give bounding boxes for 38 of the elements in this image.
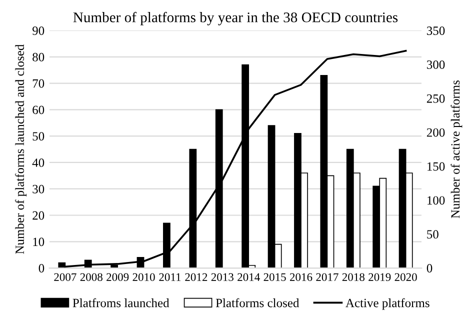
x-tick-label: 2019 xyxy=(368,273,391,282)
y-tick-label: 40 xyxy=(32,158,44,167)
x-tick-label: 2011 xyxy=(159,273,181,282)
y2-tick-label: 200 xyxy=(426,128,445,137)
x-tick-label: 2008 xyxy=(80,273,102,282)
y2-tick-label: 150 xyxy=(428,162,445,171)
x-tick-label: 2018 xyxy=(342,273,365,282)
y-tick-label: 70 xyxy=(32,79,44,88)
x-tick-label: 2012 xyxy=(185,273,208,282)
x-tick-label: 2014 xyxy=(238,273,260,282)
x-tick-label: 2017 xyxy=(316,273,338,282)
y2-tick-label: 350 xyxy=(427,26,445,35)
x-tick-label: 2010 xyxy=(132,273,155,282)
y2-tick-label: 0 xyxy=(426,264,432,272)
x-tick-label: 2020 xyxy=(394,273,417,282)
y-tick-label: 60 xyxy=(32,106,44,114)
legend-label: Platforms closed xyxy=(216,298,300,308)
y2-tick-label: 250 xyxy=(426,94,445,103)
x-tick-label: 2007 xyxy=(54,273,76,282)
y2-tick-label: 100 xyxy=(428,196,445,205)
legend-label: Platfroms launched xyxy=(72,298,170,308)
legend-label: Active platforms xyxy=(346,298,430,310)
y-axis-title: Number of platforms launched and closed xyxy=(15,44,27,254)
y-tick-label: 50 xyxy=(32,132,44,141)
x-tick-label: 2016 xyxy=(290,273,312,282)
y2-axis-title: Number of active platforms xyxy=(450,80,462,218)
y-tick-label: 90 xyxy=(32,26,44,35)
x-tick-label: 2013 xyxy=(211,273,234,282)
chart-title: Number of platforms by year in the 38 OECD countries xyxy=(73,12,398,26)
y-tick-label: 20 xyxy=(32,211,44,220)
y-tick-label: 10 xyxy=(33,238,44,246)
y-tick-label: 0 xyxy=(38,264,44,272)
y-tick-label: 30 xyxy=(32,184,44,194)
y-tick-label: 80 xyxy=(32,52,44,62)
y2-tick-label: 300 xyxy=(427,60,445,69)
x-tick-label: 2009 xyxy=(106,273,129,282)
y2-tick-label: 50 xyxy=(427,230,438,239)
x-tick-label: 2015 xyxy=(264,273,286,282)
